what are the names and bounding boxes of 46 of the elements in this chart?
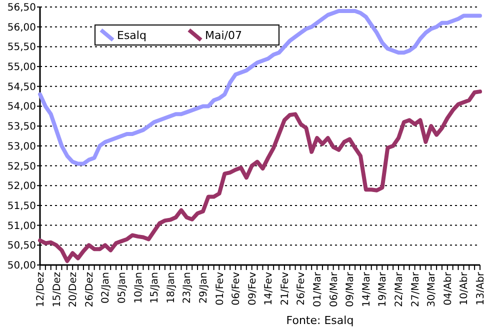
x-tick-label: 14/Mar xyxy=(361,271,372,307)
x-tick-label: 22/Mar xyxy=(394,271,406,307)
y-tick-label: 50,00 xyxy=(7,260,36,272)
x-tick-label: 23/Jan xyxy=(182,272,194,304)
y-tick-label: 53,00 xyxy=(7,141,36,152)
legend-label: Esalq xyxy=(117,28,146,42)
x-tick-label: 06/Mar xyxy=(328,271,340,307)
y-tick-label: 55,50 xyxy=(7,42,36,54)
y-tick-label: 53,50 xyxy=(7,122,36,133)
x-tick-label: 05/Jan xyxy=(116,272,128,304)
y-tick-label: 52,00 xyxy=(7,181,36,192)
x-tick-label: 02/Jan xyxy=(100,272,112,304)
y-tick-label: 54,00 xyxy=(7,102,36,113)
y-tick-label: 56,00 xyxy=(7,22,36,34)
x-tick-label: 06/Fev xyxy=(231,272,242,306)
x-tick-label: 27/Mar xyxy=(410,271,422,307)
x-tick-label: 09/Mar xyxy=(345,271,356,307)
y-tick-label: 56,50 xyxy=(7,2,36,14)
x-tick-label: 15/Dez xyxy=(52,272,63,308)
x-tick-label: 15/Jan xyxy=(150,272,161,304)
x-tick-label: 01/Mar xyxy=(312,271,324,307)
x-tick-label: 26/Dez xyxy=(84,272,96,308)
line-series xyxy=(38,90,482,264)
x-tick-label: 30/Mar xyxy=(426,271,438,307)
y-tick-label: 51,50 xyxy=(7,200,36,212)
x-tick-label: 01/Fev xyxy=(214,272,226,306)
x-tick-label: 12/Dez xyxy=(36,272,46,308)
x-tick-label: 29/Jan xyxy=(198,272,210,304)
y-tick-label: 50,50 xyxy=(7,240,36,252)
x-tick-label: 26/Fev xyxy=(296,272,308,306)
x-tick-label: 14/Fev xyxy=(264,272,275,306)
y-tick-label: 55,00 xyxy=(7,62,36,74)
source-note: Fonte: Esalq xyxy=(286,314,354,327)
x-tick-label: 09/Fev xyxy=(247,272,258,306)
y-tick-label: 52,50 xyxy=(7,161,36,172)
y-tick-label: 54,50 xyxy=(7,82,36,93)
x-tick-label: 20/Dez xyxy=(68,272,80,308)
legend-label: Mai/07 xyxy=(205,28,242,42)
x-tick-label: 04/Abr xyxy=(442,271,454,306)
x-tick-label: 19/Mar xyxy=(378,271,389,307)
y-tick-label: 51,00 xyxy=(7,220,36,232)
line-series xyxy=(38,8,482,166)
x-tick-label: 21/Fev xyxy=(280,272,291,306)
x-tick-label: 18/Jan xyxy=(166,272,177,304)
x-tick-label: 10/Jan xyxy=(133,272,144,304)
x-tick-label: 10/Abr xyxy=(459,271,470,306)
